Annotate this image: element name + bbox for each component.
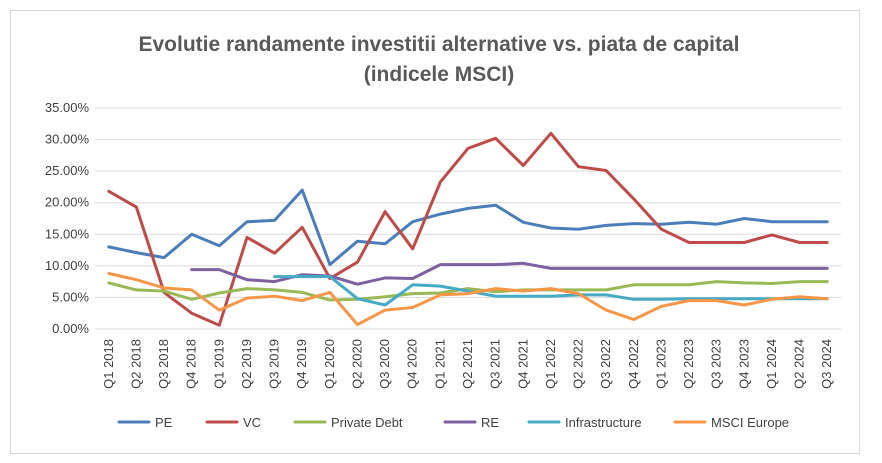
x-tick-label: Q4 2019 bbox=[294, 339, 309, 389]
x-tick-label: Q1 2023 bbox=[653, 339, 668, 389]
x-tick-label: Q2 2023 bbox=[681, 339, 696, 389]
x-tick-label: Q2 2019 bbox=[239, 339, 254, 389]
series-line-pe bbox=[107, 188, 829, 267]
x-tick-label: Q3 2020 bbox=[377, 339, 392, 389]
y-tick-label: 0.00% bbox=[52, 321, 89, 336]
x-tick-label: Q1 2022 bbox=[543, 339, 558, 389]
x-tick-label: Q3 2024 bbox=[819, 339, 834, 389]
y-tick-label: 20.00% bbox=[45, 195, 90, 210]
y-tick-label: 5.00% bbox=[52, 289, 89, 304]
series-lines bbox=[107, 131, 829, 327]
x-tick-label: Q4 2023 bbox=[736, 339, 751, 389]
series-line-infrastructure bbox=[273, 275, 829, 307]
x-tick-label: Q1 2019 bbox=[211, 339, 226, 389]
x-tick-label: Q1 2024 bbox=[764, 339, 779, 389]
y-axis: 0.00% 5.00% 10.00% 15.00% 20.00% 25.00% 30.00%… bbox=[45, 100, 90, 336]
line-chart: Evolutie randamente investitii alternati… bbox=[45, 33, 841, 430]
x-tick-label: Q2 2022 bbox=[571, 339, 586, 389]
legend-label-vc: VC bbox=[243, 415, 261, 430]
series-line-private-debt bbox=[107, 280, 829, 302]
y-tick-label: 35.00% bbox=[45, 100, 90, 115]
legend-label-infrastructure: Infrastructure bbox=[565, 415, 642, 430]
x-tick-label: Q4 2020 bbox=[405, 339, 420, 389]
legend: PE VC Private Debt RE Infrastructure MSCI Eur… bbox=[117, 415, 789, 430]
x-tick-label: Q4 2018 bbox=[184, 339, 199, 389]
x-tick-label: Q3 2018 bbox=[156, 339, 171, 389]
y-tick-label: 30.00% bbox=[45, 132, 90, 147]
y-tick-label: 10.00% bbox=[45, 258, 90, 273]
x-tick-label: Q2 2021 bbox=[460, 339, 475, 389]
x-axis: Q1 2018 Q2 2018 Q3 2018 Q4 2018 Q1 2019 Q2 20… bbox=[101, 339, 834, 389]
x-tick-label: Q3 2022 bbox=[598, 339, 613, 389]
chart-title-line2: (indicele MSCI) bbox=[364, 63, 515, 86]
legend-label-pe: PE bbox=[155, 415, 173, 430]
x-tick-label: Q4 2021 bbox=[515, 339, 530, 389]
legend-label-msci-europe: MSCI Europe bbox=[711, 415, 789, 430]
x-tick-label: Q2 2024 bbox=[792, 339, 807, 389]
x-tick-label: Q3 2019 bbox=[267, 339, 282, 389]
x-tick-label: Q1 2021 bbox=[432, 339, 447, 389]
legend-label-private-debt: Private Debt bbox=[331, 415, 403, 430]
chart-frame: Evolutie randamente investitii alternati… bbox=[10, 10, 860, 454]
x-tick-label: Q3 2023 bbox=[709, 339, 724, 389]
x-tick-label: Q2 2020 bbox=[349, 339, 364, 389]
x-tick-label: Q2 2018 bbox=[128, 339, 143, 389]
chart-title: Evolutie randamente investitii alternati… bbox=[138, 33, 739, 56]
x-tick-label: Q4 2022 bbox=[626, 339, 641, 389]
x-tick-label: Q1 2020 bbox=[322, 339, 337, 389]
series-line-msci-europe bbox=[107, 271, 829, 327]
y-tick-label: 15.00% bbox=[45, 226, 90, 241]
legend-label-re: RE bbox=[481, 415, 499, 430]
y-tick-label: 25.00% bbox=[45, 163, 90, 178]
x-tick-label: Q1 2018 bbox=[101, 339, 116, 389]
x-tick-label: Q3 2021 bbox=[488, 339, 503, 389]
series-line-vc bbox=[107, 131, 829, 327]
